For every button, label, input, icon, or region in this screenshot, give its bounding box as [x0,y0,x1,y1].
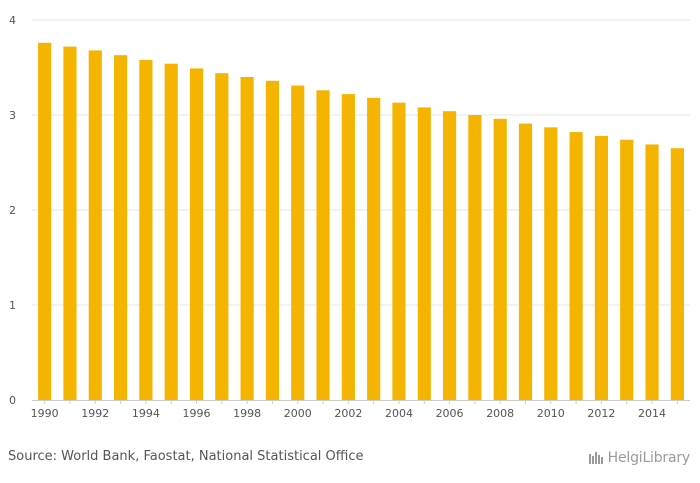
bar-2014[interactable] [645,144,659,400]
bar-2002[interactable] [341,94,355,400]
x-tick-label: 2000 [284,407,312,420]
bar-2010[interactable] [544,127,558,400]
x-tick-label: 2006 [436,407,464,420]
bar-chart: 0 1 2 3 4 1990 1992 1994 1996 1998 2000 2002 2004 20… [9,14,690,420]
x-tick-label: 1998 [233,407,261,420]
x-tick-label: 2008 [486,407,514,420]
x-tick-label: 1996 [183,407,211,420]
helgilibrary-logo[interactable]: HelgiLibrary [588,450,690,466]
bar-1996[interactable] [189,68,204,400]
bar-2004[interactable] [392,102,406,401]
x-tick-label: 1992 [81,407,109,420]
bar-2006[interactable] [442,111,457,400]
bar-2012[interactable] [594,135,609,400]
bar-1993[interactable] [113,55,128,401]
x-tick-label: 1990 [31,407,59,420]
y-gridlines [32,19,690,306]
bar-2015[interactable] [670,148,684,400]
bar-1991[interactable] [63,46,77,400]
bar-2007[interactable] [468,115,482,400]
y-tick-label: 1 [9,299,16,312]
y-axis-ticks: 0 1 2 3 4 [9,14,16,407]
bar-1994[interactable] [139,59,153,401]
x-axis-ticks: 1990 1992 1994 1996 1998 2000 2002 2004 2006 2008… [31,400,678,420]
bar-2001[interactable] [316,90,330,401]
bar-2008[interactable] [493,118,507,401]
x-tick-label: 2002 [334,407,362,420]
x-tick-label: 1994 [132,407,160,420]
bar-1992[interactable] [88,50,102,401]
bar-1990[interactable] [38,42,52,401]
y-tick-label: 4 [9,14,16,27]
bar-2011[interactable] [569,132,583,400]
source-note: Source: World Bank, Faostat, National St… [8,449,364,464]
bar-1998[interactable] [240,77,254,400]
bar-1999[interactable] [265,80,280,401]
bar-2003[interactable] [367,97,381,401]
bar-2005[interactable] [417,107,431,401]
y-tick-label: 2 [9,204,16,217]
x-tick-label: 2004 [385,407,413,420]
library-icon [588,452,603,464]
logo-text: HelgiLibrary [607,450,691,466]
y-tick-label: 0 [9,394,16,407]
x-tick-label: 2012 [587,407,615,420]
bar-2009[interactable] [518,123,533,401]
bar-1995[interactable] [164,63,178,400]
y-tick-label: 3 [9,109,16,122]
bar-2013[interactable] [620,139,634,400]
x-tick-label: 2010 [537,407,565,420]
bar-1997[interactable] [215,73,229,400]
bars [38,42,684,401]
x-tick-label: 2014 [638,407,666,420]
bar-2000[interactable] [291,85,305,401]
